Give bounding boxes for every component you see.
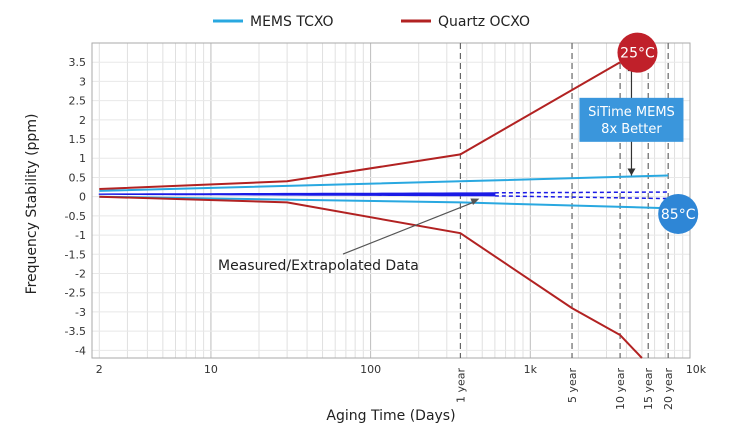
- y-tick-labels: 3.5 3 2.5 2 1.5 1 0.5 0 -0.5 -1 -1.5 -2 -2.5 -3 -3.5 -4: [65, 56, 86, 357]
- y-tick-label: 3.5: [69, 56, 87, 69]
- x-tick-label: 2: [96, 363, 103, 376]
- year-marker-label: 10 year: [614, 368, 627, 411]
- y-tick-label: -1: [75, 229, 86, 242]
- better-callout-box: [579, 97, 684, 142]
- x-tick-label: 100: [360, 363, 381, 376]
- x-tick-label: 10: [204, 363, 218, 376]
- legend-label-quartz: Quartz OCXO: [438, 14, 530, 30]
- series-line-mems-0: [99, 174, 669, 192]
- better-callout-text: SiTime MEMS: [588, 105, 675, 120]
- y-tick-label: 0.5: [69, 171, 87, 184]
- y-tick-label: 0: [79, 191, 86, 204]
- y-tick-label: 1: [79, 152, 86, 165]
- badge-25c-label: 25°C: [620, 46, 655, 62]
- comparison-arrow-head-bottom: [627, 168, 636, 176]
- badge-85c: [658, 193, 699, 234]
- measured-solid-band: [98, 192, 496, 197]
- measured-extrapolated-line-lower: [494, 195, 669, 200]
- legend-label-mems: MEMS TCXO: [250, 14, 334, 30]
- x-tick-label: 10k: [686, 363, 707, 376]
- badge-85c-label: 85°C: [661, 207, 696, 223]
- y-tick-label: 3: [79, 75, 86, 88]
- series-line-quartz-3: [99, 195, 643, 359]
- series-line-quartz-2: [99, 61, 621, 190]
- y-tick-label: -2: [75, 267, 86, 280]
- y-tick-label: -3: [75, 306, 86, 319]
- year-markers: 1 year 5 year 10 year 15 year 20 year: [454, 43, 675, 410]
- y-tick-label: -0.5: [65, 210, 86, 223]
- better-callout-text: 8x Better: [601, 122, 662, 137]
- y-tick-label: 2: [79, 114, 86, 127]
- measured-extrapolated-line-upper: [494, 191, 669, 194]
- measured-data: [98, 191, 669, 200]
- year-marker-label: 1 year: [454, 368, 467, 404]
- y-tick-label: -3.5: [65, 325, 86, 338]
- year-marker-label: 20 year: [662, 368, 675, 411]
- measured-arrow-line: [342, 201, 476, 255]
- measured-arrow-head: [470, 198, 480, 205]
- y-tick-label: -1.5: [65, 248, 86, 261]
- badge-25c: [617, 32, 658, 73]
- measured-label: Measured/Extrapolated Data: [218, 258, 419, 274]
- year-marker-label: 5 year: [566, 368, 579, 404]
- series-line-mems-1: [99, 195, 669, 210]
- y-tick-label: 2.5: [69, 95, 87, 108]
- y-tick-label: 1.5: [69, 133, 87, 146]
- y-tick-label: -4: [75, 344, 86, 357]
- year-marker-label: 15 year: [642, 368, 655, 411]
- y-axis-title: Frequency Stability (ppm): [24, 114, 40, 295]
- x-tick-label: 1k: [524, 363, 538, 376]
- legend: MEMS TCXO Quartz OCXO: [213, 14, 530, 30]
- x-tick-labels: 2 10 100 1k 10k: [96, 363, 707, 376]
- annotations: SiTime MEMS 8x Better 25°C 85°C Measured/Ext…: [218, 32, 699, 274]
- series-lines: [99, 61, 669, 359]
- y-tick-label: -2.5: [65, 287, 86, 300]
- x-axis-title: Aging Time (Days): [326, 408, 455, 424]
